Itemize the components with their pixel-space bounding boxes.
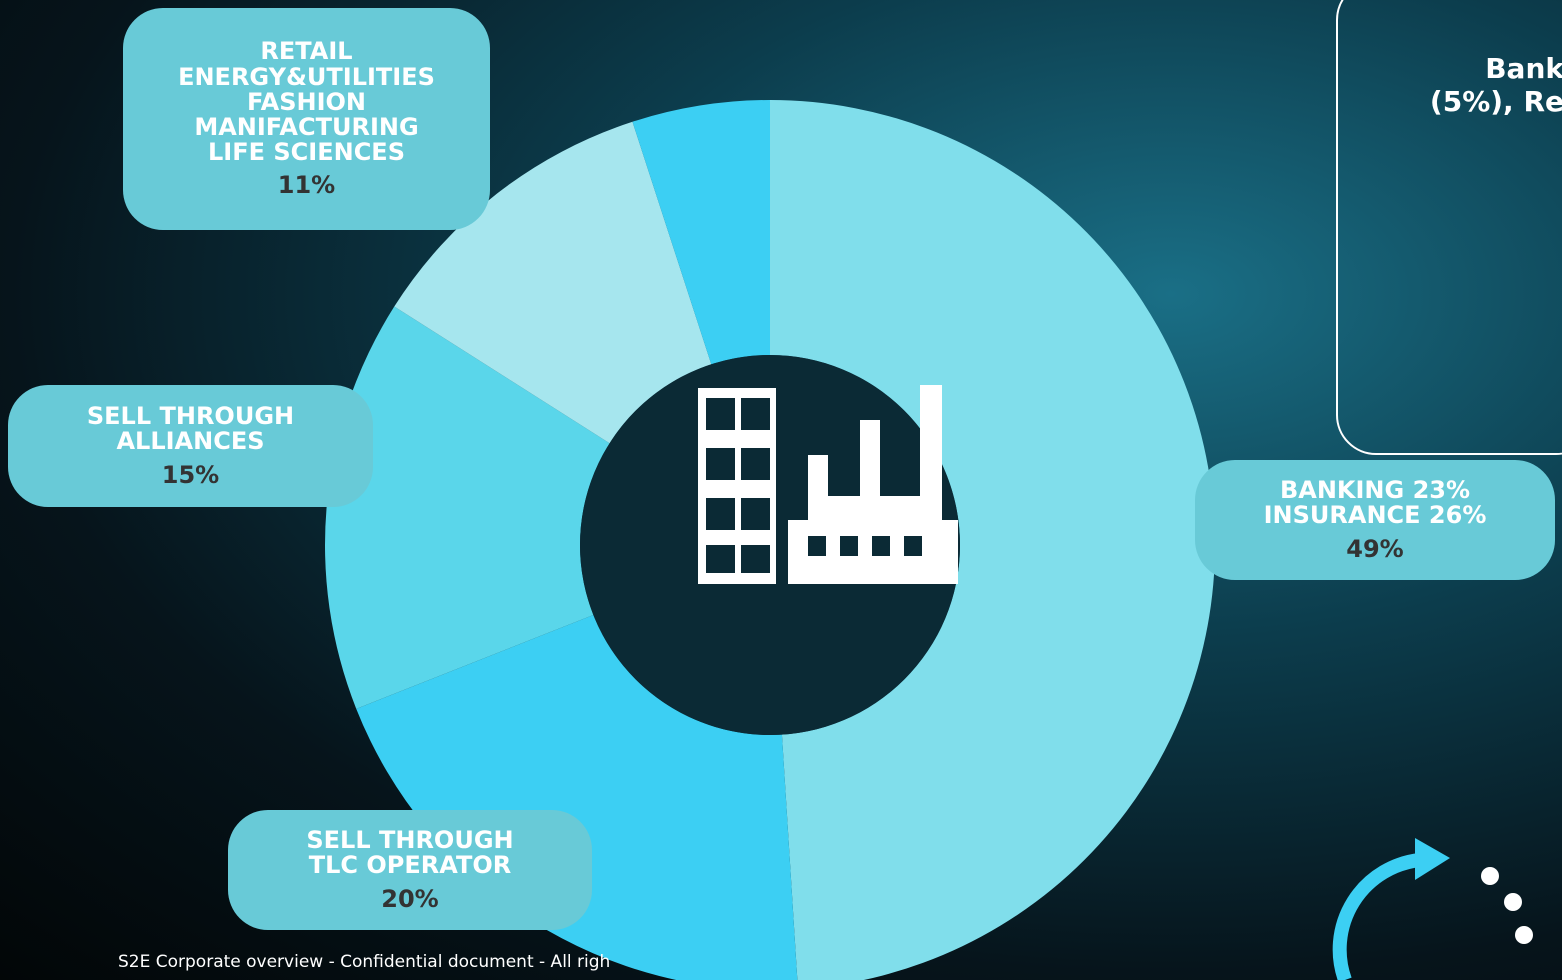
value-label: 20% (381, 884, 439, 913)
category-label: BANKING 23% INSURANCE 26% (1263, 476, 1487, 530)
category-label: SELL THROUGH TLC OPERATOR (306, 826, 514, 880)
value-label: 49% (1346, 534, 1404, 563)
factory-icon (698, 385, 958, 584)
value-label: 15% (161, 460, 220, 489)
slice-label: SELL THROUGH TLC OPERATOR 20% (228, 810, 592, 930)
text-panel: Bank (5%), Re (1336, 0, 1562, 455)
value-label: 11% (277, 171, 336, 200)
donut-slice (394, 121, 712, 444)
donut-slice (632, 100, 770, 365)
category-label: RETAIL ENERGY&UTILITIES FASHION MANIFACT… (178, 37, 435, 167)
slice-label: BANKING 23% INSURANCE 26% 49% (1195, 460, 1555, 580)
panel-line: (5%), Re (1429, 85, 1562, 118)
donut-slice (770, 100, 1215, 980)
donut-slice (356, 614, 798, 980)
donut-slice (325, 306, 610, 709)
footer: S2E Corporate overview - Confidential do… (118, 952, 611, 972)
slice-label: RETAIL ENERGY&UTILITIES FASHION MANIFACT… (123, 8, 490, 230)
time-icon (1332, 838, 1533, 980)
slice-label: SELL THROUGH ALLIANCES 15% (8, 385, 373, 507)
panel-line: Bank (1485, 52, 1562, 85)
category-label: SELL THROUGH ALLIANCES (86, 402, 295, 456)
